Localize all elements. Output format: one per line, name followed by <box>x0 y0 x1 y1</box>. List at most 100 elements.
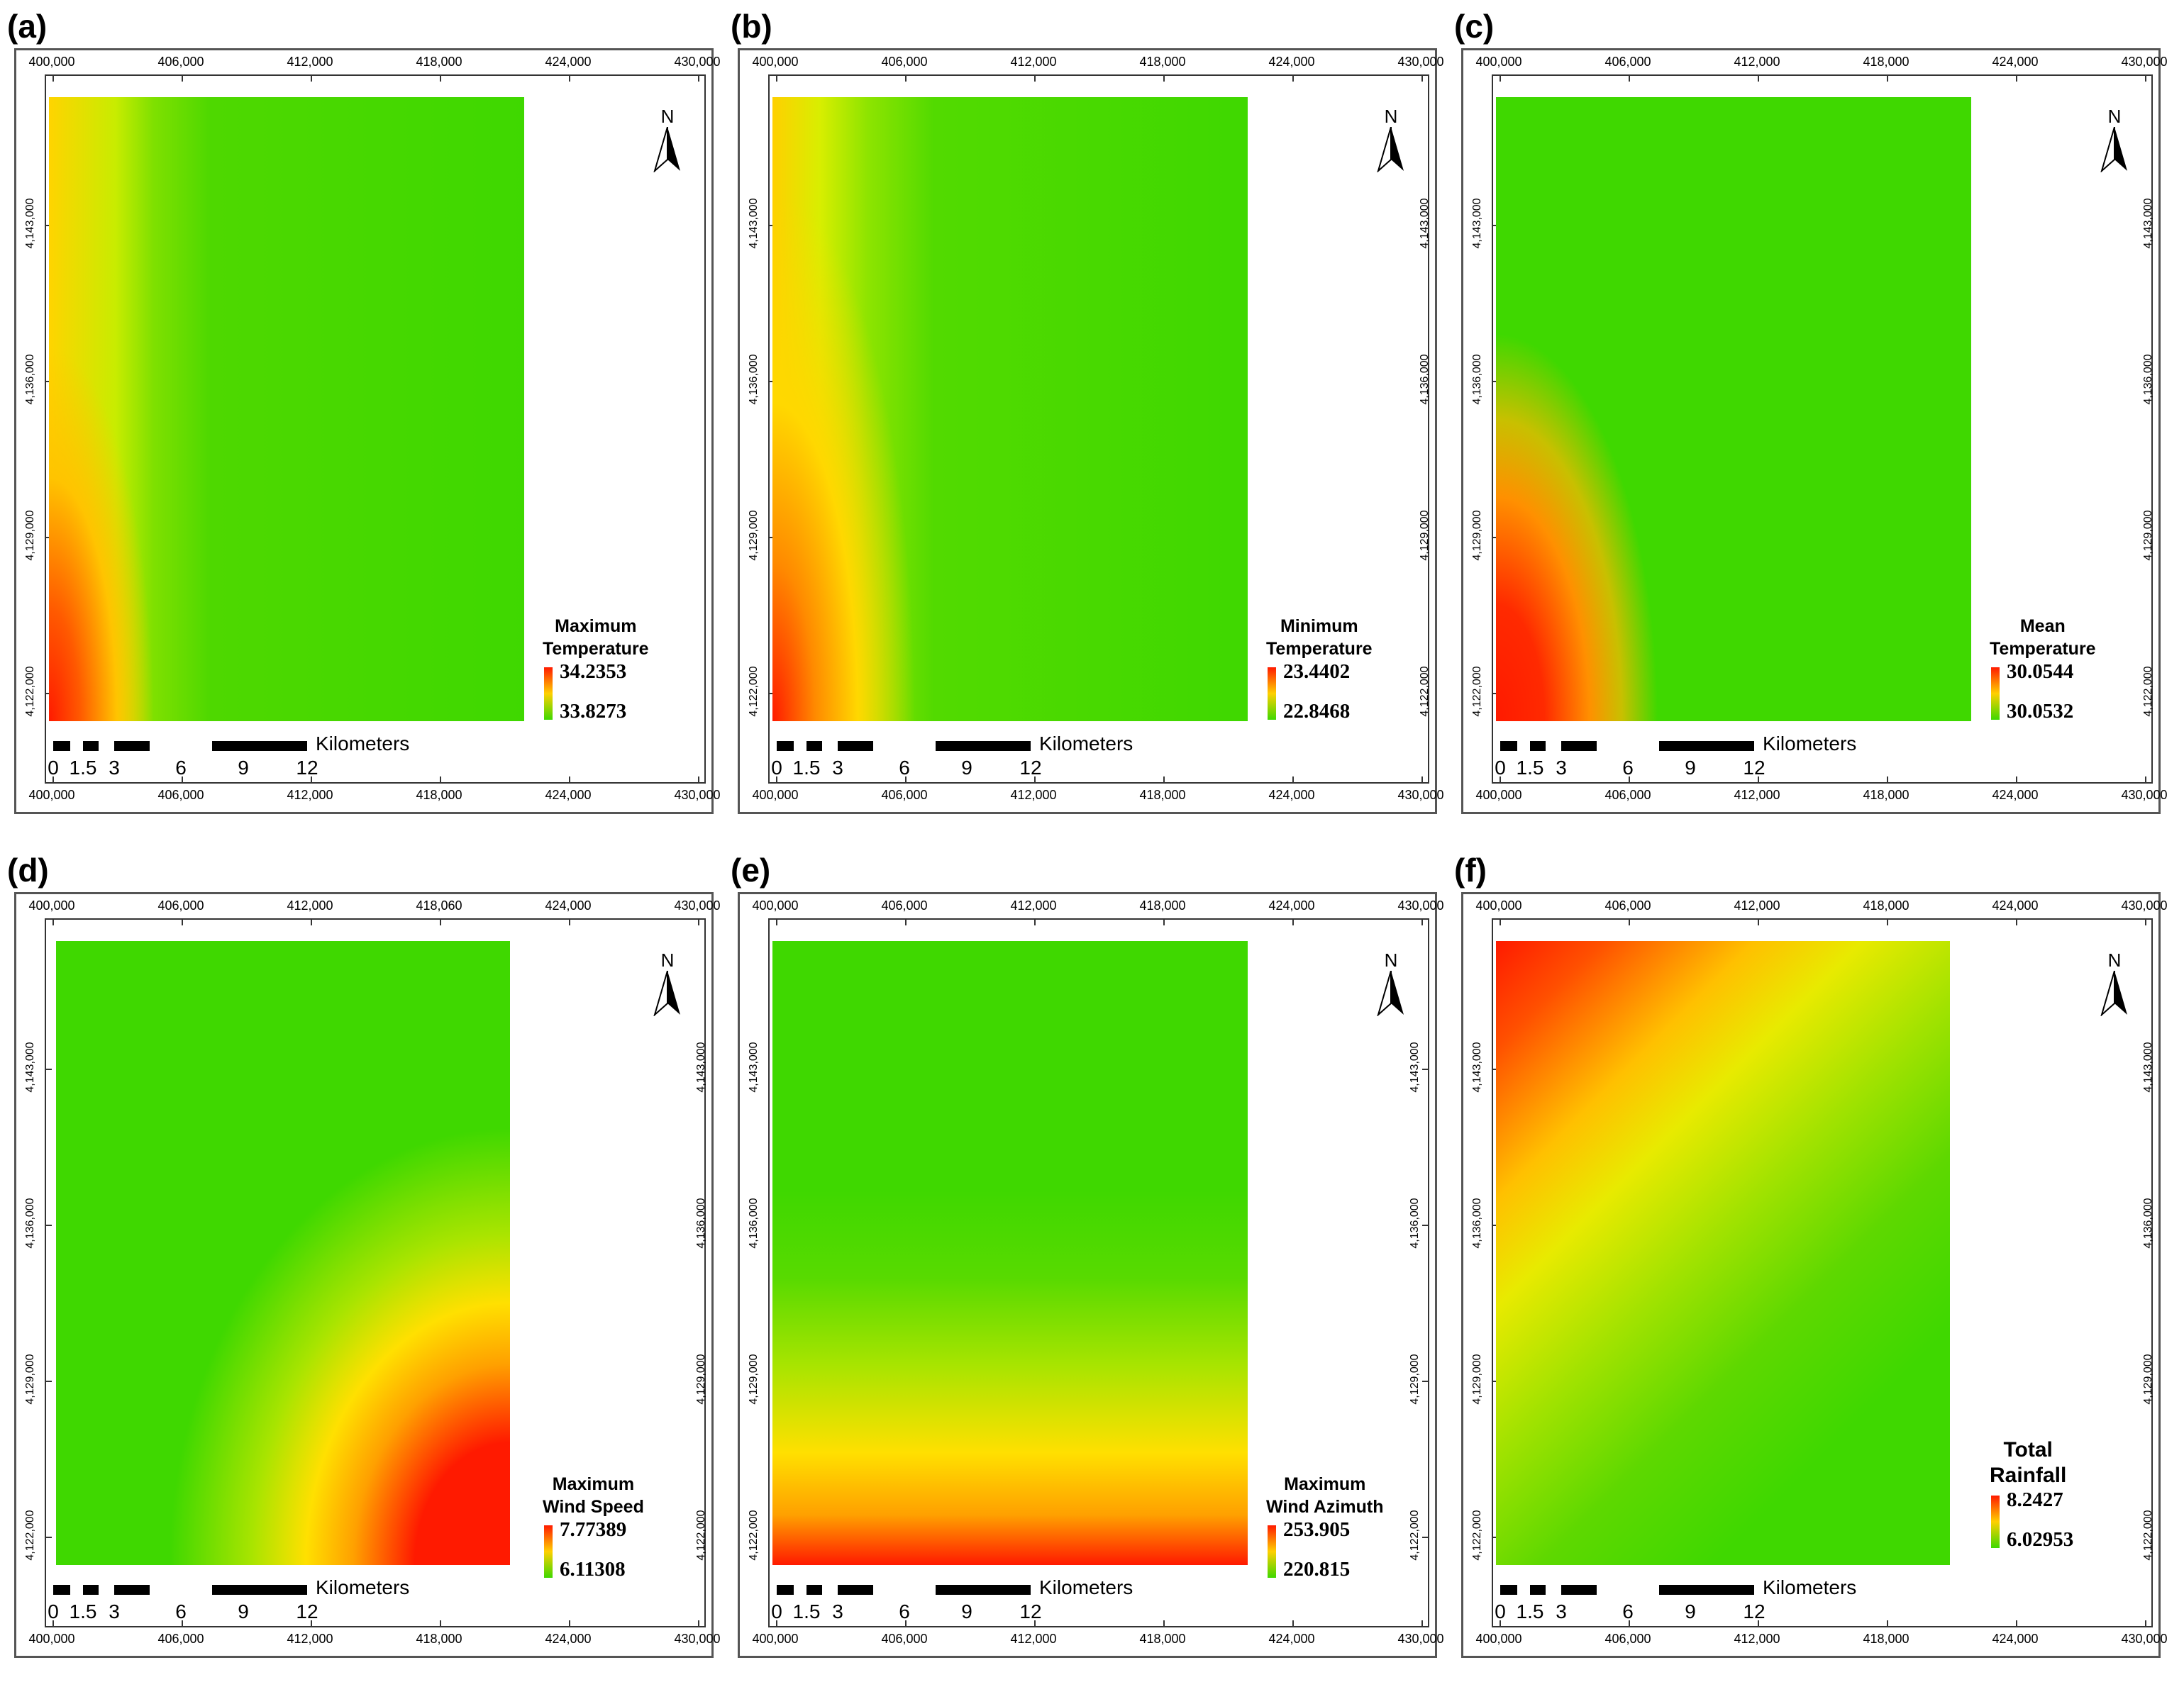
y-tick-label: 4,122,000 <box>1471 666 1483 717</box>
y-tick-mark <box>1492 225 1499 226</box>
scale-bar-segment <box>794 1585 806 1595</box>
north-arrow: N <box>1370 106 1412 184</box>
legend-max-value: 253.905 <box>1283 1518 1351 1541</box>
x-tick-label-bottom: 424,000 <box>545 788 592 802</box>
panel-letter: (e) <box>731 852 771 889</box>
x-tick-label-top: 418,000 <box>1863 55 1909 69</box>
scale-bar-segment <box>114 1585 150 1595</box>
scale-bar-segment <box>1597 741 1659 751</box>
x-tick-label-top: 406,000 <box>1604 55 1651 69</box>
scale-bar-segment <box>777 741 794 751</box>
x-tick-label-bottom: 418,000 <box>1863 788 1909 802</box>
y-tick-label: 4,129,000 <box>748 510 760 561</box>
y-tick-label-left: 4,136,000 <box>748 1198 760 1249</box>
x-tick-label-bottom: 412,000 <box>287 788 333 802</box>
scale-bar-segment <box>53 741 70 751</box>
y-tick-label-right: 4,129,000 <box>2142 510 2154 561</box>
scale-bar-segment <box>150 1585 212 1595</box>
x-tick-mark <box>52 1620 54 1627</box>
legend-min-value: 30.0532 <box>2007 700 2074 723</box>
scale-bar-unit: Kilometers <box>1039 1576 1133 1598</box>
y-tick-label-right: 4,129,000 <box>2142 1354 2154 1405</box>
x-tick-label-bottom: 412,000 <box>1734 1632 1780 1646</box>
x-tick-mark <box>905 74 907 82</box>
x-tick-label-top: 430,000 <box>2121 898 2168 913</box>
scale-bar-label: 9 <box>1685 1600 1696 1622</box>
x-tick-mark <box>1421 1620 1423 1627</box>
north-arrow: N <box>646 950 689 1028</box>
legend-max-value: 23.4402 <box>1283 660 1351 683</box>
x-tick-mark <box>569 776 570 784</box>
x-tick-label-bottom: 400,000 <box>28 788 75 802</box>
scale-bar-label: 6 <box>175 757 187 779</box>
legend-title-line: Temperature <box>543 639 649 659</box>
x-tick-label-top: 424,000 <box>1268 898 1315 913</box>
x-tick-mark <box>1292 1620 1294 1627</box>
y-tick-label: 4,129,000 <box>1409 1354 1421 1405</box>
x-tick-label-top: 406,000 <box>881 898 928 913</box>
x-tick-label-bottom: 412,000 <box>1734 788 1780 802</box>
x-tick-label-bottom: 418,000 <box>416 788 462 802</box>
map-frame: 400,000 406,000 412,000 418,000 424,000 430,0… <box>14 48 721 814</box>
legend-ramp-box: 23.4402 22.8468 <box>1266 660 1373 724</box>
x-tick-label-top: 424,000 <box>1992 55 2039 69</box>
y-tick-label: 4,136,000 <box>1471 1198 1483 1249</box>
x-tick-label-bottom: 412,000 <box>287 1632 333 1646</box>
scale-bar-segment <box>794 741 806 751</box>
x-tick-mark <box>776 918 777 925</box>
y-tick-mark <box>45 537 52 538</box>
y-tick-label: 4,143,000 <box>748 198 760 249</box>
scale-bar-segment <box>70 1585 83 1595</box>
x-tick-label-top: 430,000 <box>674 898 721 913</box>
y-tick-mark <box>1422 1381 1429 1382</box>
x-tick-mark <box>440 918 441 925</box>
legend-max-value: 34.2353 <box>560 660 627 683</box>
x-tick-label-bottom: 400,000 <box>1475 1632 1522 1646</box>
scale-bar-segment <box>150 741 212 751</box>
x-tick-mark <box>569 1620 570 1627</box>
scale-bar-unit: Kilometers <box>1763 1576 1857 1598</box>
y-tick-label-right: 4,136,000 <box>2142 1198 2154 1249</box>
x-tick-mark <box>1758 74 1759 82</box>
x-tick-label-top: 412,000 <box>1734 55 1780 69</box>
interpolated-raster <box>1496 941 1950 1565</box>
scale-bar-unit: Kilometers <box>1763 733 1857 755</box>
map-neatline: N Minimum Temperature 23.4402 22.8468 0 1.5 3 6 9… <box>768 74 1429 784</box>
x-tick-label-top: 406,000 <box>881 55 928 69</box>
scale-bar-unit: Kilometers <box>316 1576 410 1598</box>
y-tick-mark <box>1492 381 1499 382</box>
legend-max-value: 30.0544 <box>2007 660 2074 683</box>
x-tick-mark <box>776 1620 777 1627</box>
scale-bar-segment <box>936 1585 1031 1595</box>
legend-title-line: Minimum <box>1280 616 1358 636</box>
y-tick-label: 4,143,000 <box>1471 1042 1483 1093</box>
north-label: N <box>1384 950 1398 971</box>
legend: Total Rainfall 8.2427 6.02953 <box>1990 1437 2073 1552</box>
y-tick-label: 4,129,000 <box>24 510 36 561</box>
y-tick-label-left: 4,129,000 <box>748 1354 760 1405</box>
scale-bar-label: 12 <box>1743 757 1766 779</box>
x-tick-label-bottom: 418,000 <box>1863 1632 1909 1646</box>
x-tick-mark <box>1163 74 1165 82</box>
scale-bar-label: 3 <box>832 1600 843 1622</box>
interpolated-raster <box>56 941 510 1565</box>
y-tick-mark <box>45 1381 52 1382</box>
x-tick-label-top: 412,000 <box>1010 55 1057 69</box>
x-tick-label-bottom: 406,000 <box>881 788 928 802</box>
x-tick-label-bottom: 424,000 <box>1268 788 1315 802</box>
scale-bar-label: 9 <box>1685 757 1696 779</box>
x-tick-mark <box>440 74 441 82</box>
scale-bar-segment <box>1500 741 1517 751</box>
x-tick-mark <box>905 918 907 925</box>
map-panel-f: (f) 400,000 406,000 412,000 418,000 424,000 43… <box>1454 851 2171 1659</box>
scale-bar-segment <box>1500 1585 1517 1595</box>
y-tick-label-right: 4,129,000 <box>695 1354 707 1405</box>
legend-title: Mean Temperature <box>1990 615 2096 660</box>
y-tick-label: 4,136,000 <box>24 354 36 405</box>
map-panel-d: (d) 400,000 406,000 412,000 418,060 424,000 43… <box>7 851 724 1659</box>
y-tick-mark <box>45 225 52 226</box>
north-label: N <box>660 106 675 127</box>
x-tick-label-bottom: 400,000 <box>752 788 799 802</box>
x-tick-label-bottom: 430,000 <box>1397 1632 1444 1646</box>
x-tick-label-bottom: 418,000 <box>416 1632 462 1646</box>
